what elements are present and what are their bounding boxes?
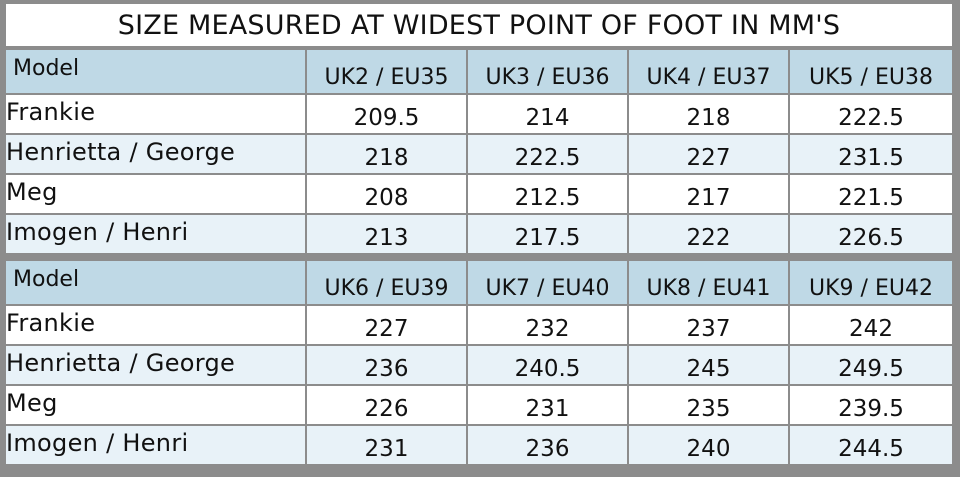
column-header-size: UK7 / EU40	[468, 261, 629, 306]
measurement-cell: 236	[307, 346, 468, 386]
measurement-cell: 222	[629, 215, 790, 253]
measurement-cell: 209.5	[307, 95, 468, 135]
table-row: Henrietta / George 218 222.5 227 231.5	[6, 135, 952, 175]
model-name-cell: Frankie	[6, 95, 307, 135]
measurement-cell: 218	[307, 135, 468, 175]
column-header-size: UK2 / EU35	[307, 50, 468, 95]
measurement-cell: 221.5	[790, 175, 952, 215]
measurement-cell: 231	[307, 426, 468, 464]
table-row: Henrietta / George 236 240.5 245 249.5	[6, 346, 952, 386]
column-header-model: Model	[6, 261, 307, 306]
size-table-bottom: Model UK6 / EU39 UK7 / EU40 UK8 / EU41 U…	[6, 261, 952, 464]
table-row: Frankie 209.5 214 218 222.5	[6, 95, 952, 135]
measurement-cell: 208	[307, 175, 468, 215]
measurement-cell: 240	[629, 426, 790, 464]
table-row: Imogen / Henri 231 236 240 244.5	[6, 426, 952, 464]
model-name-cell: Imogen / Henri	[6, 215, 307, 253]
measurement-cell: 227	[307, 306, 468, 346]
table-header-row: Model UK6 / EU39 UK7 / EU40 UK8 / EU41 U…	[6, 261, 952, 306]
column-header-model: Model	[6, 50, 307, 95]
table-header-row: Model UK2 / EU35 UK3 / EU36 UK4 / EU37 U…	[6, 50, 952, 95]
measurement-cell: 217	[629, 175, 790, 215]
measurement-cell: 235	[629, 386, 790, 426]
model-name-cell: Meg	[6, 386, 307, 426]
column-header-size: UK8 / EU41	[629, 261, 790, 306]
model-name-cell: Henrietta / George	[6, 135, 307, 175]
measurement-cell: 218	[629, 95, 790, 135]
table-row: Meg 208 212.5 217 221.5	[6, 175, 952, 215]
measurement-cell: 214	[468, 95, 629, 135]
measurement-cell: 244.5	[790, 426, 952, 464]
model-name-cell: Imogen / Henri	[6, 426, 307, 464]
table-row: Meg 226 231 235 239.5	[6, 386, 952, 426]
column-header-size: UK3 / EU36	[468, 50, 629, 95]
column-header-size: UK4 / EU37	[629, 50, 790, 95]
measurement-cell: 226.5	[790, 215, 952, 253]
measurement-cell: 237	[629, 306, 790, 346]
measurement-cell: 227	[629, 135, 790, 175]
measurement-cell: 213	[307, 215, 468, 253]
table-row: Imogen / Henri 213 217.5 222 226.5	[6, 215, 952, 253]
model-name-cell: Frankie	[6, 306, 307, 346]
measurement-cell: 222.5	[468, 135, 629, 175]
measurement-cell: 226	[307, 386, 468, 426]
table-row: Frankie 227 232 237 242	[6, 306, 952, 346]
measurement-cell: 231.5	[790, 135, 952, 175]
measurement-cell: 236	[468, 426, 629, 464]
model-name-cell: Henrietta / George	[6, 346, 307, 386]
measurement-cell: 239.5	[790, 386, 952, 426]
measurement-cell: 217.5	[468, 215, 629, 253]
measurement-cell: 240.5	[468, 346, 629, 386]
model-name-cell: Meg	[6, 175, 307, 215]
size-table-top: Model UK2 / EU35 UK3 / EU36 UK4 / EU37 U…	[6, 50, 952, 253]
measurement-cell: 245	[629, 346, 790, 386]
chart-title: SIZE MEASURED AT WIDEST POINT OF FOOT IN…	[6, 4, 952, 46]
column-header-size: UK5 / EU38	[790, 50, 952, 95]
measurement-cell: 249.5	[790, 346, 952, 386]
measurement-cell: 242	[790, 306, 952, 346]
measurement-cell: 231	[468, 386, 629, 426]
measurement-cell: 222.5	[790, 95, 952, 135]
column-header-size: UK9 / EU42	[790, 261, 952, 306]
measurement-cell: 232	[468, 306, 629, 346]
column-header-size: UK6 / EU39	[307, 261, 468, 306]
measurement-cell: 212.5	[468, 175, 629, 215]
